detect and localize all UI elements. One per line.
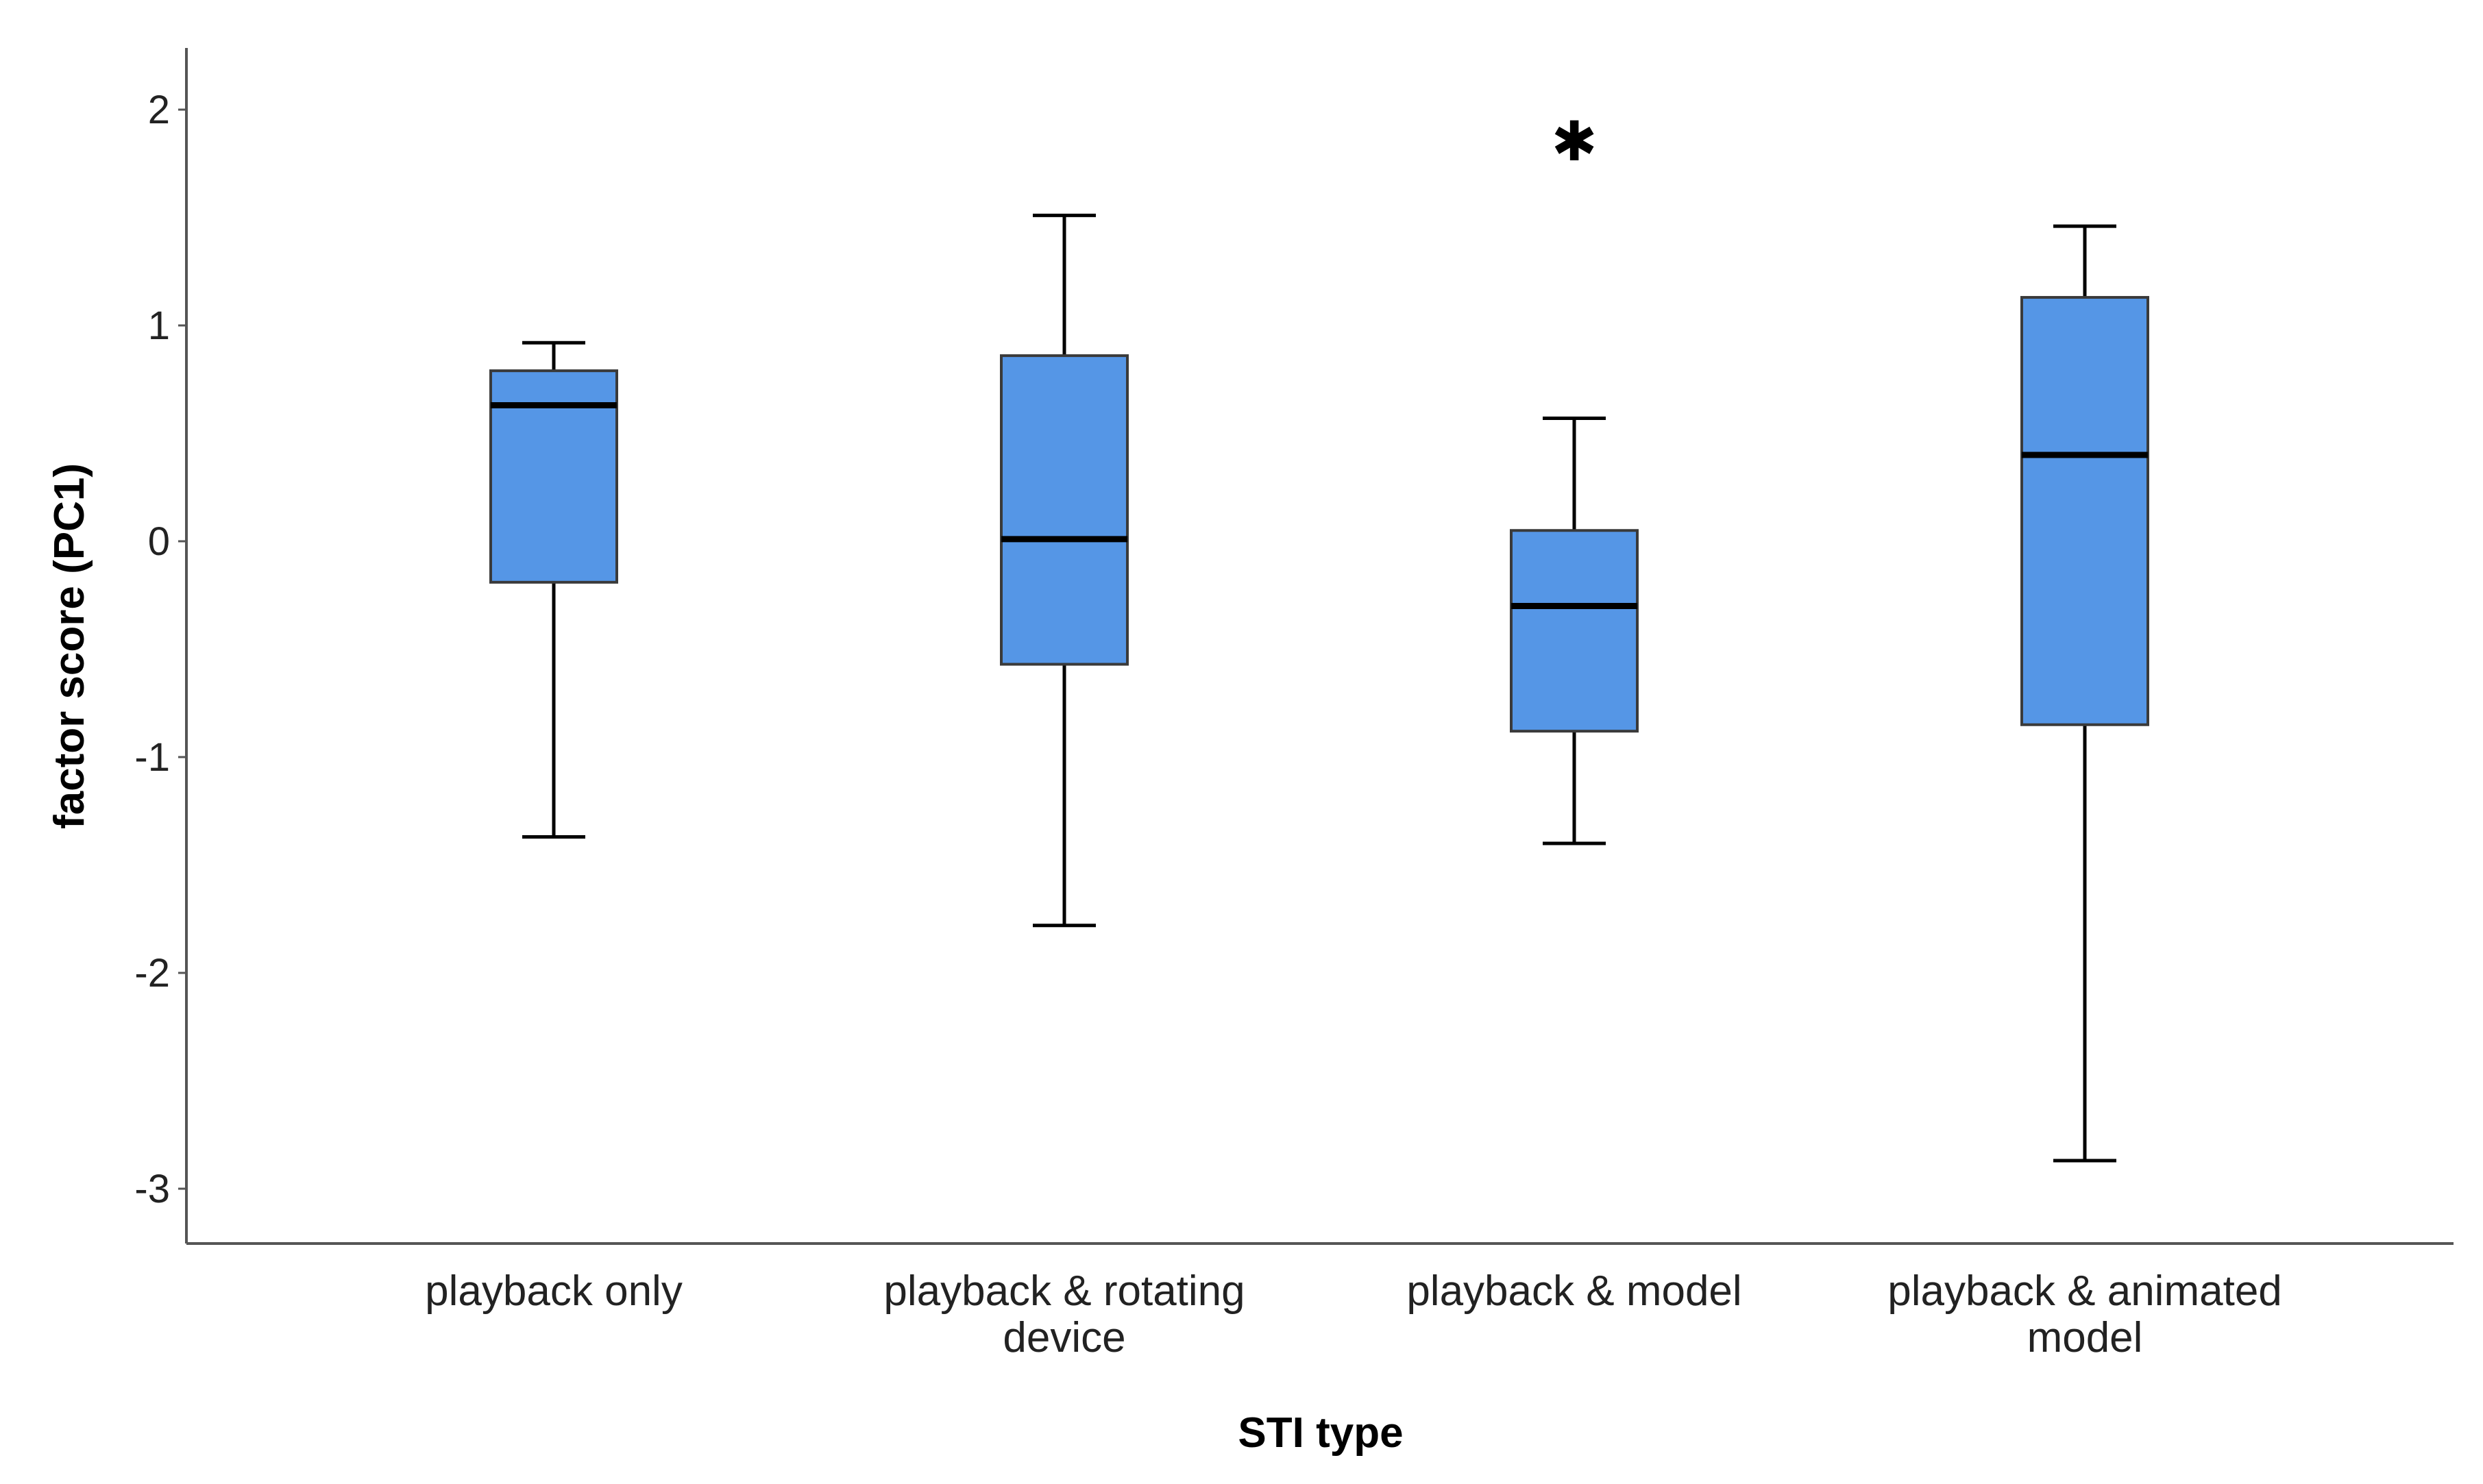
x-category-label: device <box>1003 1314 1125 1361</box>
outlier-marker: ✱ <box>1551 110 1597 173</box>
box-group-3: ✱ <box>1510 110 1639 845</box>
y-tick-label: -3 <box>134 1167 170 1211</box>
plot-area: ✱ <box>489 110 2149 1163</box>
y-tick-label: 0 <box>148 519 170 564</box>
y-tick-label: -2 <box>134 951 170 995</box>
x-category-label: playback & model <box>1406 1267 1741 1315</box>
y-tick-label: 1 <box>148 304 170 348</box>
x-category-label: playback & animated <box>1887 1267 2282 1315</box>
box-group-1 <box>489 341 618 839</box>
x-category-label: playback only <box>425 1267 683 1315</box>
iqr-box <box>1000 354 1129 666</box>
box-group-4 <box>2020 224 2149 1163</box>
box-group-2 <box>1000 213 1129 928</box>
x-axis-title: STI type <box>1238 1409 1403 1457</box>
y-axis-title: factor score (PC1) <box>46 463 93 829</box>
y-axis-ticks: 2 1 0 -1 -2 -3 <box>134 88 186 1211</box>
iqr-box <box>2020 296 2149 726</box>
y-tick-label: -1 <box>134 735 170 780</box>
y-tick-label: 2 <box>148 88 170 132</box>
x-category-label: model <box>2027 1314 2143 1361</box>
iqr-box <box>1510 529 1639 733</box>
x-category-label: playback & rotating <box>883 1267 1245 1315</box>
